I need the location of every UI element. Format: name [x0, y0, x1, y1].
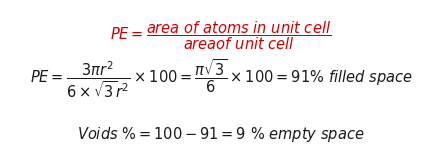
Text: $\mathit{PE} = \dfrac{\mathit{area\ of\ atoms\ in\ unit\ cell}}{\mathit{areaof\ : $\mathit{PE} = \dfrac{\mathit{area\ of\ … — [110, 20, 332, 52]
Text: $\mathit{PE} = \dfrac{3\pi r^{2}}{6 \times \sqrt{3}r^{2}} \times 100 = \dfrac{\p: $\mathit{PE} = \dfrac{3\pi r^{2}}{6 \tim… — [30, 58, 412, 100]
Text: $\mathit{Voids\ \%} = 100 - 91 = 9\ \%\ \mathit{empty\ space}$: $\mathit{Voids\ \%} = 100 - 91 = 9\ \%\ … — [77, 125, 365, 144]
